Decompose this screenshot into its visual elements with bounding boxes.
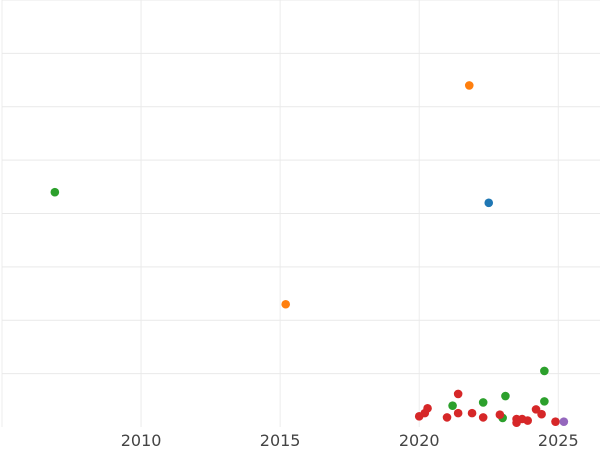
data-point: [50, 187, 60, 197]
data-point: [551, 417, 560, 426]
data-point: [512, 418, 521, 428]
data-point: [467, 408, 477, 418]
data-point: [478, 398, 488, 407]
data-point: [523, 416, 532, 425]
x-tick-label: 2010: [121, 431, 162, 450]
x-tick-label: 2015: [260, 431, 301, 450]
grid-lines: [1, 0, 600, 427]
data-point: [495, 410, 505, 420]
data-point: [484, 198, 494, 208]
x-tick-label: 2020: [399, 431, 440, 450]
data-point: [559, 417, 569, 426]
data-points: [50, 81, 569, 428]
data-point: [281, 299, 291, 309]
data-point: [464, 81, 474, 90]
data-point: [531, 405, 541, 414]
data-point: [540, 397, 549, 406]
x-axis-tick-labels: 2010 2015 2020 2025: [121, 431, 579, 450]
data-point: [478, 413, 488, 422]
data-point: [537, 409, 546, 419]
data-point: [442, 413, 452, 422]
data-point: [453, 389, 463, 399]
data-point: [501, 391, 510, 401]
data-point: [414, 412, 424, 421]
x-tick-label: 2025: [538, 431, 579, 450]
data-point: [540, 366, 549, 376]
data-point: [453, 408, 463, 418]
data-point: [448, 401, 457, 410]
